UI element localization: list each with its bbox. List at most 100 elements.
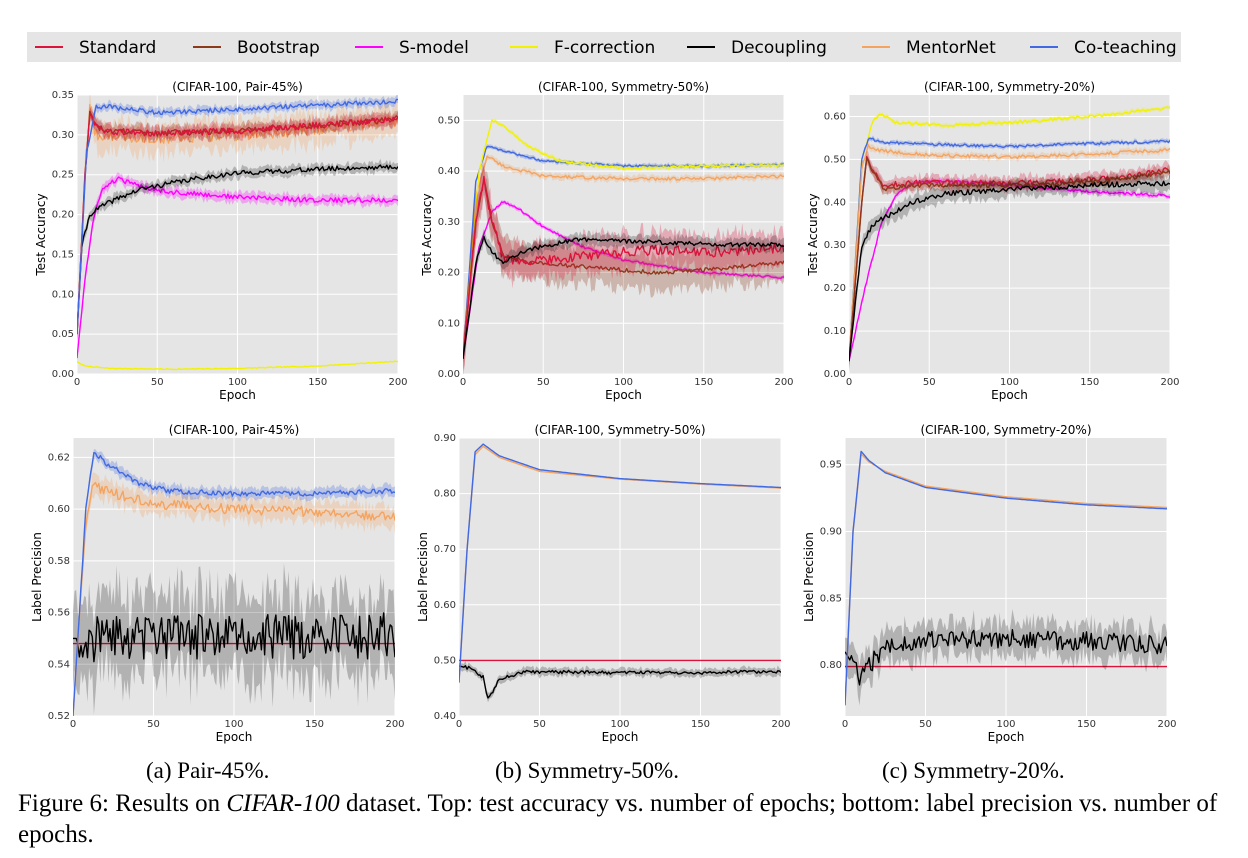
series-line-mentornet [849, 144, 1170, 362]
y-tick-label: 0.10 [52, 289, 74, 300]
y-tick-label: 0.30 [52, 130, 74, 141]
series-band-decoupling [463, 228, 784, 364]
legend-label-standard: Standard [79, 38, 156, 58]
caption-prefix: Figure 6: Results on [18, 790, 227, 817]
chart-title: (CIFAR-100, Pair-45%) [169, 423, 300, 437]
y-tick-label: 0.90 [434, 433, 456, 444]
y-tick-label: 0.70 [434, 544, 456, 555]
subcaption-c: (c) Symmetry-20%. [882, 758, 1065, 783]
x-tick-label: 0 [460, 377, 466, 388]
x-tick-label: 200 [771, 719, 790, 730]
x-tick-label: 100 [224, 719, 243, 730]
y-axis-label: Test Accuracy [806, 193, 820, 276]
y-tick-label: 0.15 [52, 249, 74, 260]
legend-label-mentornet: MentorNet [906, 38, 996, 58]
y-tick-label: 0.40 [438, 166, 460, 177]
y-tick-label: 0.00 [438, 369, 460, 380]
x-tick-label: 200 [1157, 719, 1176, 730]
x-tick-label: 150 [305, 719, 324, 730]
series-line-co-teaching [459, 443, 781, 683]
y-tick-label: 0.00 [52, 369, 74, 380]
chart-panel-5: 0 50 100 150 200 0.40 0.50 0.60 0.70 0.80 0.90 (CIF… [416, 423, 791, 744]
series-line-f-correction [849, 106, 1170, 362]
series-line-f-correction [77, 360, 398, 371]
chart-panel-2: 0 50 100 150 200 0.00 0.10 0.20 0.30 0.40 0.50 (CIF… [420, 80, 794, 402]
series-line-decoupling [463, 235, 784, 359]
y-tick-label: 0.10 [438, 318, 460, 329]
x-axis-label: Epoch [219, 388, 256, 402]
series-band-s-model [849, 177, 1170, 364]
x-tick-label: 150 [691, 719, 710, 730]
y-tick-label: 0.52 [48, 711, 70, 722]
y-tick-label: 0.60 [434, 600, 456, 611]
y-tick-label: 0.20 [52, 210, 74, 221]
y-tick-label: 0.50 [438, 115, 460, 126]
series-line-decoupling [73, 612, 395, 663]
x-tick-label: 200 [1160, 377, 1179, 388]
y-tick-label: 0.80 [820, 660, 842, 671]
x-tick-label: 100 [1000, 377, 1019, 388]
x-tick-label: 100 [610, 719, 629, 730]
y-tick-label: 0.40 [824, 197, 846, 208]
series-line-standard [77, 114, 398, 335]
series-line-mentornet [73, 481, 395, 716]
y-tick-label: 0.10 [824, 326, 846, 337]
series-line-bootstrap [849, 158, 1170, 362]
x-tick-label: 0 [70, 719, 76, 730]
y-tick-label: 0.95 [820, 460, 842, 471]
y-tick-label: 0.62 [48, 452, 70, 463]
y-tick-label: 0.40 [434, 711, 456, 722]
x-tick-label: 0 [456, 719, 462, 730]
x-tick-label: 100 [228, 377, 247, 388]
caption-dataset: CIFAR-100 [226, 790, 340, 817]
y-axis-label: Label Precision [802, 532, 816, 622]
legend-label-co-teaching: Co-teaching [1074, 38, 1177, 58]
x-axis-label: Epoch [605, 388, 642, 402]
x-axis-label: Epoch [991, 388, 1028, 402]
series-line-co-teaching [73, 451, 395, 716]
series-line-s-model [463, 201, 784, 359]
x-tick-label: 200 [388, 377, 407, 388]
series-band-standard [463, 159, 784, 374]
series-band-standard [849, 150, 1170, 370]
subcaption-b: (b) Symmetry-50%. [495, 758, 679, 783]
y-tick-label: 0.30 [824, 240, 846, 251]
chart-title: (CIFAR-100, Symmetry-20%) [924, 80, 1095, 94]
y-tick-label: 0.80 [434, 489, 456, 500]
series-line-s-model [77, 176, 398, 359]
x-tick-label: 150 [1080, 377, 1099, 388]
chart-panel-4: 0 50 100 150 200 0.52 0.54 0.56 0.58 0.60 0.62 (CIF… [30, 423, 405, 744]
y-tick-label: 0.20 [438, 268, 460, 279]
legend: Standard Bootstrap S-model F-correction Deco… [27, 32, 1181, 62]
y-tick-label: 0.05 [52, 329, 74, 340]
y-tick-label: 0.00 [824, 369, 846, 380]
series-band-mentornet [463, 154, 784, 363]
series-band-decoupling [73, 562, 395, 715]
x-tick-label: 50 [151, 377, 164, 388]
y-tick-label: 0.90 [820, 527, 842, 538]
y-tick-label: 0.85 [820, 593, 842, 604]
series-group [77, 95, 398, 371]
x-tick-label: 200 [774, 377, 793, 388]
series-line-standard [463, 175, 784, 359]
legend-label-s-model: S-model [399, 38, 469, 58]
series-group [845, 450, 1167, 706]
legend-label-decoupling: Decoupling [731, 38, 827, 58]
x-tick-label: 50 [537, 377, 550, 388]
series-line-bootstrap [463, 179, 784, 359]
x-tick-label: 0 [846, 377, 852, 388]
charts: 0 50 100 150 200 0.00 0.05 0.10 0.15 0.20 0.25 0.30… [30, 80, 1180, 744]
y-tick-label: 0.50 [434, 655, 456, 666]
chart-title: (CIFAR-100, Symmetry-20%) [920, 423, 1091, 437]
x-axis-label: Epoch [216, 730, 253, 744]
chart-title: (CIFAR-100, Pair-45%) [172, 80, 303, 94]
x-axis-label: Epoch [988, 730, 1025, 744]
y-tick-label: 0.50 [824, 154, 846, 165]
series-band-bootstrap [463, 163, 784, 371]
caption-suffix: dataset. Top: test accuracy vs. number o… [18, 790, 1218, 848]
x-tick-label: 150 [694, 377, 713, 388]
y-tick-label: 0.56 [48, 608, 70, 619]
series-line-decoupling [845, 629, 1167, 686]
series-line-f-correction [463, 119, 784, 359]
